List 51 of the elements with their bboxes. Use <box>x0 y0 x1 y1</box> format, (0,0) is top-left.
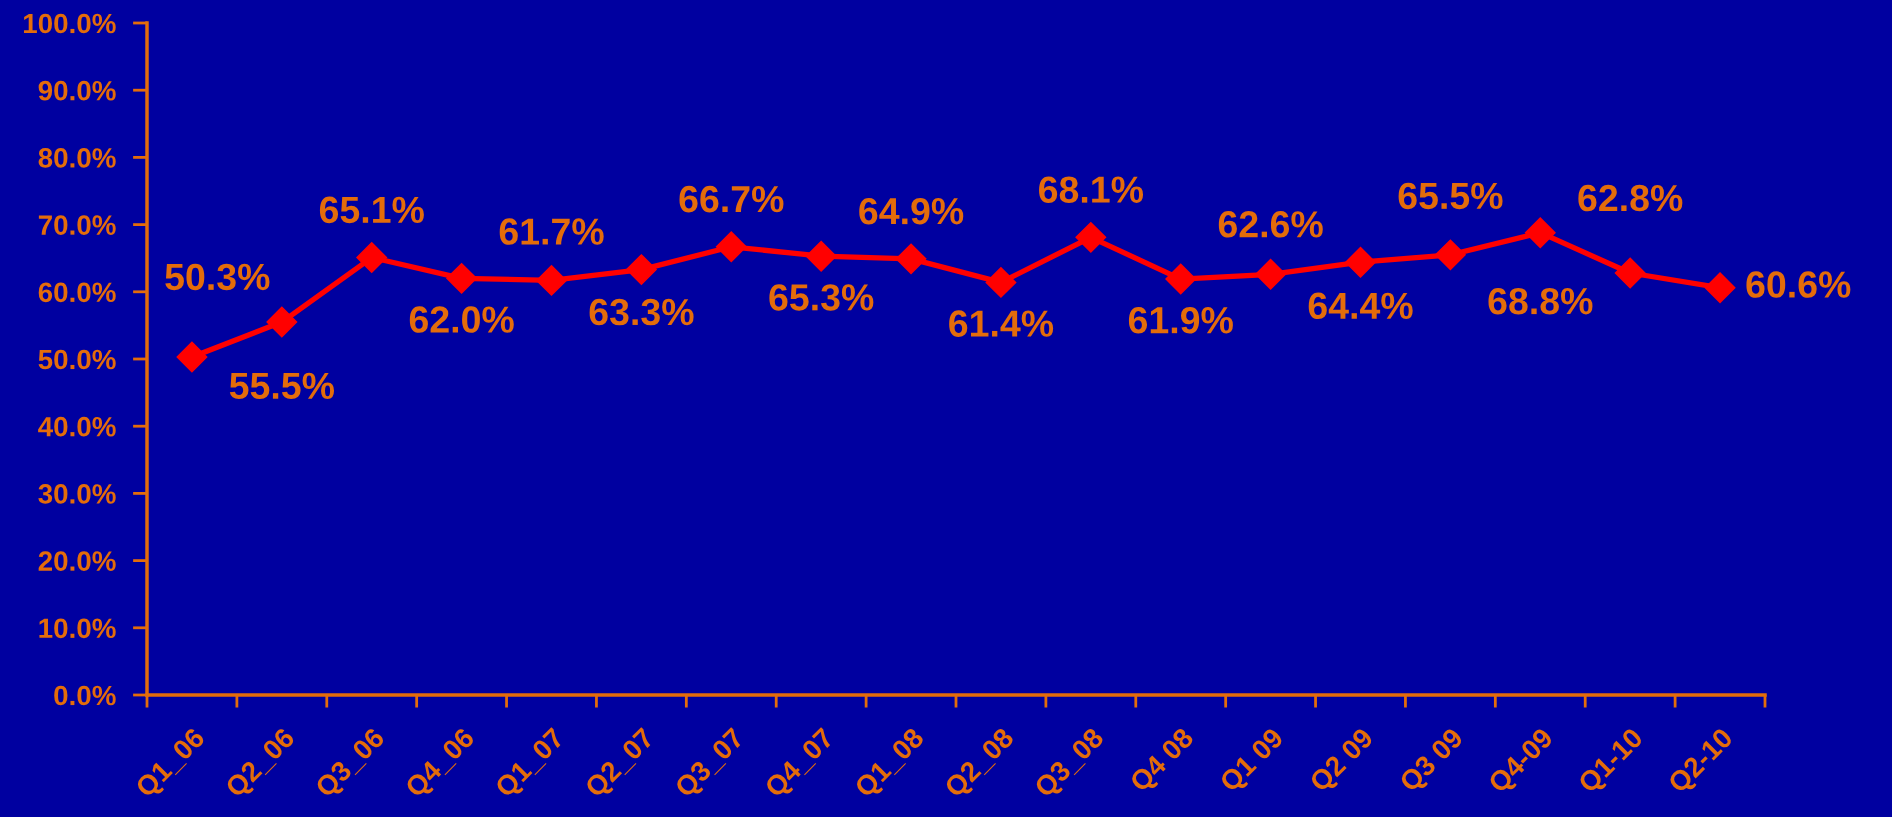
data-label: 61.7% <box>499 218 604 245</box>
point <box>1614 257 1646 289</box>
point <box>1255 258 1287 290</box>
x-tick-label: Q4 08 <box>1128 726 1199 797</box>
data-label: 66.7% <box>679 185 784 213</box>
point <box>176 341 208 373</box>
data-label: 63.3% <box>589 298 694 326</box>
data-label: 62.6% <box>1218 211 1323 238</box>
point <box>715 231 747 263</box>
point <box>1075 221 1107 253</box>
y-tick-label: 70.0% <box>38 215 116 235</box>
point <box>1165 263 1197 295</box>
point <box>1434 239 1466 271</box>
y-tick-label: 100.0% <box>23 13 116 34</box>
y-tick-label: 20.0% <box>38 551 116 571</box>
point <box>985 266 1017 298</box>
data-label: 55.5% <box>229 372 335 400</box>
data-label: 62.0% <box>409 306 514 333</box>
point <box>1345 246 1376 278</box>
data-label: 61.4% <box>949 310 1054 337</box>
y-tick-label: 10.0% <box>39 618 116 639</box>
data-label: 64.9% <box>859 197 964 225</box>
data-label: 65.5% <box>1398 182 1503 210</box>
data-label: 64.4% <box>1308 292 1413 320</box>
data-label: 60.6% <box>1746 271 1851 298</box>
data-label: 61.9% <box>1128 306 1233 334</box>
x-tick-label: Q1 09 <box>1218 726 1288 797</box>
data-label: 68.1% <box>1039 176 1144 203</box>
point <box>356 242 388 273</box>
y-tick-label: 30.0% <box>38 484 116 504</box>
x-tick-label: Q2 09 <box>1308 726 1378 797</box>
y-tick-label: 50.0% <box>38 349 116 370</box>
point <box>895 243 927 275</box>
y-tick-label: 90.0% <box>38 80 116 101</box>
data-label: 62.8% <box>1578 184 1683 212</box>
y-tick-label: 40.0% <box>38 416 116 437</box>
point <box>446 262 478 294</box>
y-tick-label: 60.0% <box>38 282 116 303</box>
point <box>266 306 298 338</box>
point <box>1524 217 1556 249</box>
point <box>1704 272 1736 304</box>
data-label: 50.3% <box>165 263 270 291</box>
data-label: 65.3% <box>769 284 874 311</box>
point <box>625 254 657 286</box>
data-label: 65.1% <box>319 196 424 224</box>
point <box>805 240 837 272</box>
y-tick-label: 0.0% <box>54 685 116 706</box>
point <box>536 264 567 296</box>
data-label: 68.8% <box>1488 287 1593 315</box>
x-tick-label: Q3 09 <box>1398 726 1468 797</box>
y-tick-label: 80.0% <box>38 148 116 168</box>
